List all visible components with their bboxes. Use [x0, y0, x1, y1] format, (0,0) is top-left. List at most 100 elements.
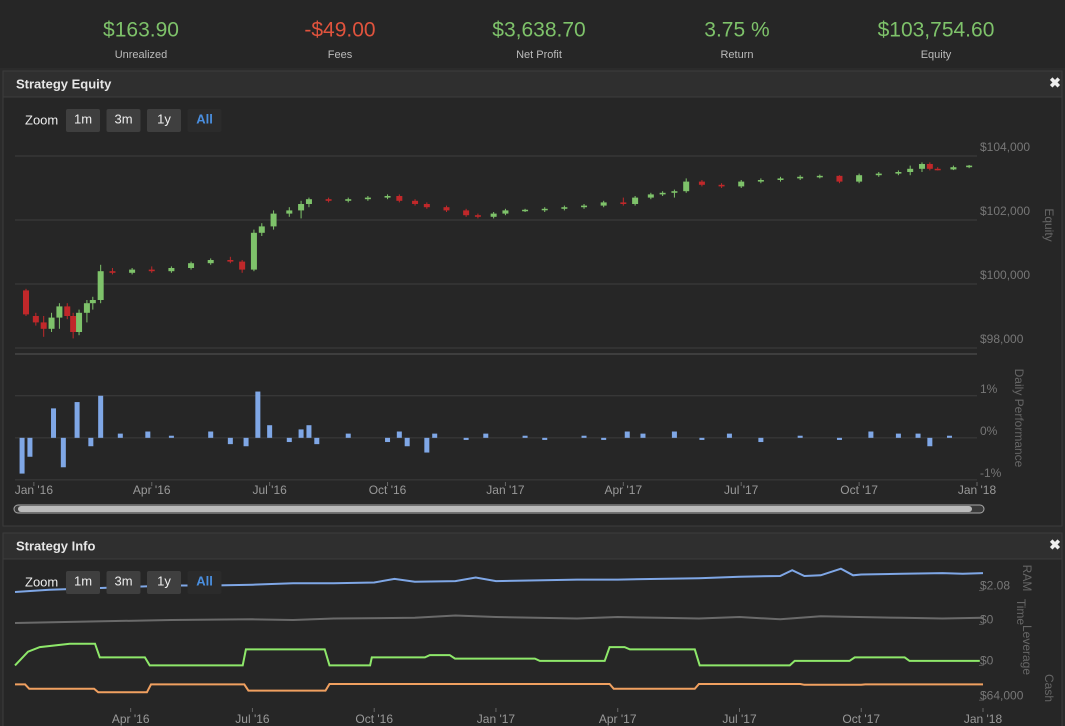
- series-line: [14, 614, 984, 624]
- y-tick-label: 0%: [980, 424, 998, 438]
- candle-body: [64, 306, 71, 316]
- y-tick-label: -1%: [980, 466, 1002, 480]
- zoom-button[interactable]: [147, 109, 181, 132]
- bar: [424, 437, 430, 453]
- bar: [117, 433, 123, 438]
- zoom-button-label[interactable]: 1y: [157, 573, 171, 588]
- zoom-button-label[interactable]: 3m: [114, 573, 132, 588]
- candle-body: [207, 260, 214, 264]
- panel-header: [2, 70, 1063, 98]
- bar: [601, 437, 607, 440]
- candle-body: [129, 269, 136, 273]
- series-line: [15, 683, 983, 694]
- candle-body: [757, 180, 764, 182]
- y-tick-label: $102,000: [980, 204, 1030, 218]
- candle-body: [48, 317, 55, 329]
- zoom-button[interactable]: [66, 571, 100, 594]
- bar: [927, 437, 933, 447]
- candle-body: [443, 207, 450, 211]
- bar: [145, 431, 151, 438]
- candle-body: [522, 209, 529, 212]
- stat-label: Fees: [328, 49, 353, 61]
- candle-body: [109, 271, 116, 273]
- bar: [797, 435, 803, 438]
- bar: [306, 425, 312, 438]
- candle-body: [423, 204, 430, 208]
- stat-value: $163.90: [103, 19, 179, 42]
- y-tick-label: $2.08: [980, 579, 1010, 593]
- candle-body: [966, 165, 973, 168]
- x-tick-label: Oct '17: [842, 712, 880, 726]
- candle-body: [683, 181, 690, 192]
- bar: [51, 408, 57, 438]
- axis-title: Cash: [1042, 674, 1056, 702]
- close-icon[interactable]: ✖: [1049, 537, 1061, 553]
- bar: [267, 425, 273, 438]
- x-tick-label: Oct '16: [369, 483, 407, 497]
- x-tick-label: Apr '17: [599, 712, 637, 726]
- zoom-button[interactable]: [106, 109, 141, 132]
- bar: [836, 437, 842, 440]
- x-tick-label: Apr '16: [112, 712, 150, 726]
- y-tick-label: $64,000: [980, 688, 1024, 702]
- candle-body: [926, 164, 933, 169]
- stat-value: $103,754.60: [878, 19, 995, 42]
- scrollbar-thumb[interactable]: [18, 506, 972, 512]
- candle-body: [227, 260, 234, 262]
- bar: [483, 433, 489, 438]
- stats-bar: [0, 0, 1065, 68]
- candle-body: [718, 184, 725, 187]
- bar: [581, 435, 587, 438]
- zoom-button[interactable]: [187, 109, 222, 132]
- candle-body: [148, 269, 155, 272]
- axis-title: Equity: [1042, 208, 1056, 241]
- zoom-button[interactable]: [187, 571, 222, 594]
- candle-body: [188, 263, 195, 268]
- zoom-button-label[interactable]: 1m: [74, 573, 92, 588]
- candle-body: [364, 197, 371, 200]
- y-tick-label: $0: [980, 613, 994, 627]
- candle-body: [895, 172, 902, 174]
- zoom-label: Zoom: [25, 574, 58, 589]
- zoom-button-label[interactable]: All: [196, 573, 213, 588]
- bar: [726, 433, 732, 438]
- x-tick-label: Jul '17: [722, 712, 757, 726]
- zoom-button[interactable]: [66, 109, 100, 132]
- bar: [74, 402, 80, 438]
- candle-body: [950, 167, 957, 170]
- candle-body: [239, 261, 246, 270]
- candle-body: [70, 316, 77, 332]
- zoom-button-label[interactable]: 3m: [114, 111, 132, 126]
- bar: [19, 437, 25, 474]
- candle-body: [777, 178, 784, 180]
- candle-body: [907, 168, 914, 172]
- bar: [60, 437, 66, 468]
- close-icon[interactable]: ✖: [1049, 75, 1061, 91]
- zoom-button[interactable]: [147, 571, 181, 594]
- zoom-button[interactable]: [106, 571, 141, 594]
- candle-body: [168, 268, 175, 272]
- bar: [286, 437, 292, 443]
- candle-body: [396, 196, 403, 201]
- x-tick-label: Jan '18: [964, 712, 1003, 726]
- bar: [385, 437, 391, 443]
- candle-body: [600, 202, 607, 206]
- zoom-label: Zoom: [25, 112, 58, 127]
- axis-title: RAM: [1020, 565, 1034, 592]
- candle-body: [325, 199, 332, 201]
- info-panel: [2, 532, 1063, 726]
- candle-body: [502, 210, 509, 214]
- bar: [98, 395, 104, 438]
- candle-body: [541, 208, 548, 211]
- equity-panel: [2, 70, 1063, 527]
- bar: [895, 433, 901, 438]
- candle-body: [345, 199, 352, 201]
- zoom-button-label[interactable]: All: [196, 111, 213, 126]
- candle-body: [738, 181, 745, 187]
- x-tick-label: Apr '16: [133, 483, 171, 497]
- zoom-button-label[interactable]: 1y: [157, 111, 171, 126]
- y-tick-label: 1%: [980, 382, 998, 396]
- candle-body: [918, 164, 925, 169]
- zoom-button-label[interactable]: 1m: [74, 111, 92, 126]
